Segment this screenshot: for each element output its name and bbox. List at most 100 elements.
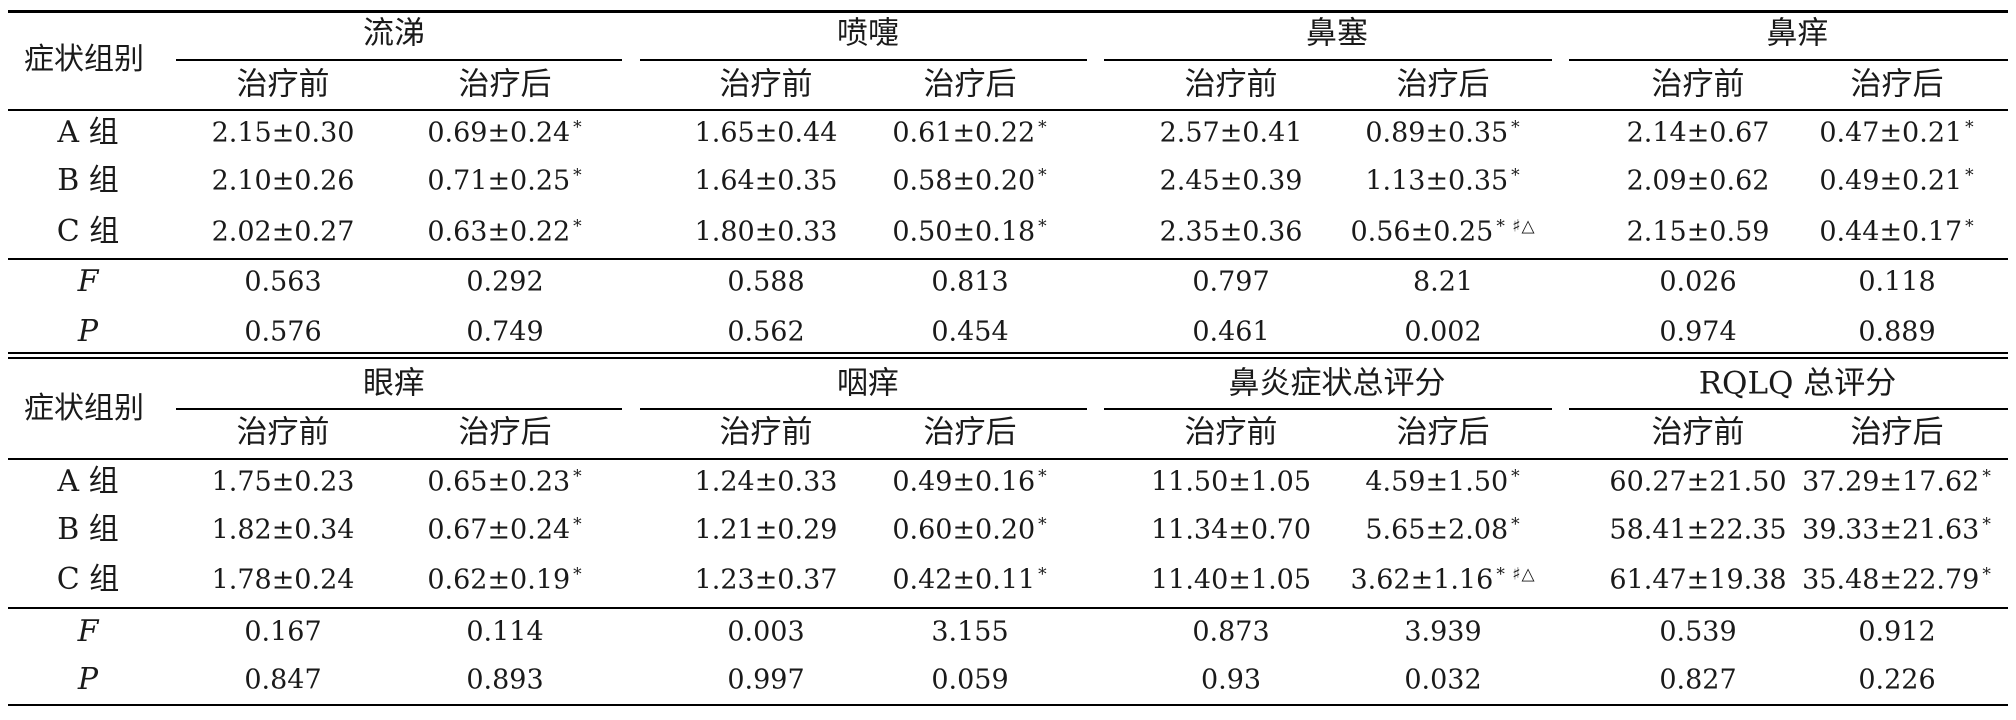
significance-mark: * bbox=[1038, 216, 1048, 237]
table-cell: 11.34±0.70 bbox=[1151, 517, 1311, 544]
table-cell-text: 0.89±0.35 bbox=[1365, 117, 1509, 149]
stat-cell-text: 0.539 bbox=[1659, 616, 1737, 648]
group-header-text: 咽痒 bbox=[837, 365, 899, 402]
row-label: B 组 bbox=[57, 515, 119, 545]
sub-header: 治疗前 bbox=[237, 69, 330, 101]
stat-label: P bbox=[78, 665, 98, 695]
stat-cell: 0.167 bbox=[244, 619, 321, 646]
group-underline bbox=[176, 59, 622, 61]
table-cell-text: 0.58±0.20 bbox=[892, 165, 1036, 197]
sub-header-text: 治疗前 bbox=[1184, 414, 1278, 451]
stat-cell-text: 0.003 bbox=[727, 616, 805, 648]
significance-mark: * bbox=[1038, 466, 1048, 487]
sub-header-text: 治疗后 bbox=[458, 414, 552, 451]
table-cell: 2.09±0.62 bbox=[1627, 168, 1770, 195]
table-cell-text: 4.59±1.50 bbox=[1365, 466, 1509, 498]
table-cell-text: 0.49±0.21 bbox=[1819, 165, 1963, 197]
table-cell: 0.63±0.22 * bbox=[427, 216, 583, 246]
sub-header-text: 治疗前 bbox=[719, 66, 813, 103]
stat-label: P bbox=[78, 317, 98, 347]
group-header: 眼痒 bbox=[363, 368, 425, 400]
group-underline bbox=[1569, 408, 2008, 410]
stat-cell-text: 0.797 bbox=[1192, 266, 1270, 298]
stat-cell-text: 0.576 bbox=[244, 316, 322, 348]
significance-mark: * bbox=[573, 216, 583, 237]
stat-cell: 0.026 bbox=[1659, 269, 1736, 296]
stat-cell: 0.997 bbox=[727, 667, 804, 694]
row-label-text: C 组 bbox=[56, 214, 120, 249]
table-cell: 0.65±0.23 * bbox=[427, 468, 582, 496]
table-cell: 1.82±0.34 bbox=[212, 517, 355, 544]
sub-header-text: 治疗后 bbox=[1396, 66, 1490, 103]
significance-mark: * bbox=[1038, 165, 1048, 186]
table-cell: 0.67±0.24 * bbox=[427, 514, 583, 544]
table-cell: 1.80±0.33 bbox=[695, 219, 838, 246]
table-cell-text: 5.65±2.08 bbox=[1365, 514, 1509, 546]
table-cell: 2.10±0.26 bbox=[212, 168, 355, 195]
table-cell-text: 2.14±0.67 bbox=[1626, 117, 1770, 149]
table-cell-text: 35.48±22.79 bbox=[1802, 564, 1980, 596]
table-cell: 0.50±0.18 * bbox=[892, 216, 1048, 246]
stat-cell: 0.847 bbox=[244, 667, 321, 694]
significance-mark: * bbox=[573, 165, 583, 186]
table-cell: 61.47±19.38 bbox=[1609, 567, 1786, 594]
table-cell-text: 11.34±0.70 bbox=[1150, 514, 1312, 546]
row-label-text: C 组 bbox=[56, 562, 120, 597]
table-cell: 2.15±0.30 bbox=[212, 120, 355, 147]
table-cell: 0.58±0.20 * bbox=[892, 165, 1048, 197]
significance-mark: * bbox=[1511, 466, 1521, 487]
table-cell: 58.41±22.35 bbox=[1609, 517, 1786, 544]
table-cell: 0.71±0.25 * bbox=[427, 165, 583, 195]
sub-header: 治疗后 bbox=[1396, 66, 1490, 103]
table-cell-text: 0.62±0.19 bbox=[427, 564, 571, 596]
table-cell: 0.56±0.25 * ♯△ bbox=[1350, 216, 1536, 246]
sub-header: 治疗前 bbox=[1652, 69, 1745, 101]
table-cell-text: 2.57±0.41 bbox=[1159, 117, 1303, 149]
stat-cell-text: 0.813 bbox=[931, 266, 1009, 298]
table-cell-text: 0.47±0.21 bbox=[1819, 117, 1963, 149]
significance-mark: * bbox=[1965, 117, 1975, 138]
stat-cell: 0.118 bbox=[1858, 269, 1935, 296]
table-rule bbox=[8, 607, 2008, 609]
stat-cell: 0.539 bbox=[1659, 619, 1736, 646]
significance-mark: * bbox=[1982, 466, 1992, 487]
table-rule bbox=[8, 109, 2008, 111]
row-label-text: A 组 bbox=[57, 115, 119, 150]
significance-mark: * bbox=[573, 117, 583, 138]
stat-cell-text: 0.059 bbox=[931, 664, 1009, 696]
stat-cell-text: 0.912 bbox=[1858, 616, 1936, 648]
table-cell: 11.40±1.05 bbox=[1151, 567, 1311, 594]
group-header: 鼻痒 bbox=[1766, 15, 1829, 52]
row-label-text: B 组 bbox=[57, 512, 119, 547]
table-cell: 0.44±0.17 * bbox=[1819, 218, 1974, 246]
significance-mark: * ♯△ bbox=[1496, 216, 1536, 237]
sub-header-text: 治疗后 bbox=[1850, 414, 1944, 451]
stat-cell-text: 0.889 bbox=[1858, 316, 1936, 348]
table-cell: 2.57±0.41 bbox=[1160, 120, 1303, 147]
stat-label-text: P bbox=[77, 662, 99, 697]
significance-mark: * bbox=[573, 514, 583, 535]
table-cell-text: 1.65±0.44 bbox=[694, 117, 838, 149]
table-cell-text: 58.41±22.35 bbox=[1609, 514, 1787, 546]
table-cell: 1.64±0.35 bbox=[695, 168, 838, 195]
group-header-text: 鼻痒 bbox=[1766, 15, 1829, 52]
table-cell-text: 1.80±0.33 bbox=[694, 216, 838, 248]
stat-cell: 3.939 bbox=[1404, 619, 1481, 646]
table-cell-text: 1.13±0.35 bbox=[1365, 165, 1509, 197]
group-header: 流涕 bbox=[363, 15, 425, 52]
stat-cell: 0.563 bbox=[244, 269, 321, 296]
table-cell-text: 0.42±0.11 bbox=[892, 564, 1036, 596]
group-underline bbox=[640, 59, 1087, 61]
stat-cell-text: 0.893 bbox=[466, 664, 544, 696]
stat-cell-text: 3.155 bbox=[931, 616, 1009, 648]
table-cell: 1.65±0.44 bbox=[695, 120, 838, 147]
stat-cell-text: 0.114 bbox=[466, 616, 544, 648]
group-header-text: 流涕 bbox=[363, 15, 425, 52]
stat-cell: 0.226 bbox=[1858, 667, 1935, 694]
sub-header: 治疗前 bbox=[719, 66, 813, 103]
stat-cell: 0.93 bbox=[1201, 667, 1261, 694]
significance-mark: * bbox=[1982, 514, 1992, 535]
stat-cell-text: 0.226 bbox=[1858, 664, 1936, 696]
table-cell: 1.78±0.24 bbox=[212, 567, 355, 594]
stat-cell-text: 0.032 bbox=[1404, 664, 1482, 696]
